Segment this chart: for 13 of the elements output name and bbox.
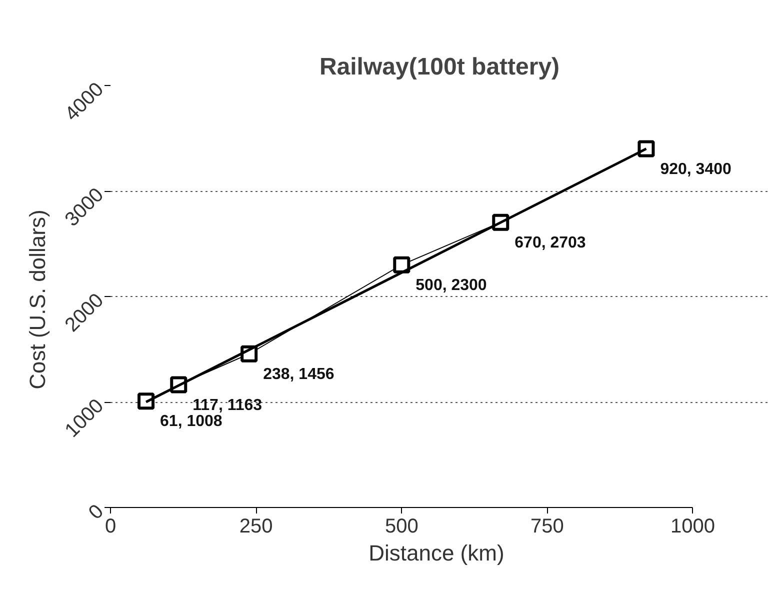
- data-label: 920, 3400: [660, 160, 732, 178]
- chart-title: Railway(100t battery): [319, 54, 560, 80]
- y-axis-title: Cost (U.S. dollars): [25, 210, 50, 390]
- x-tick-label: 500: [384, 516, 418, 538]
- data-label: 670, 2703: [514, 234, 586, 252]
- x-tick-label: 250: [239, 516, 273, 538]
- x-tick-label: 750: [530, 516, 564, 538]
- x-axis-title: Distance (km): [368, 540, 504, 566]
- data-label: 117, 1163: [192, 396, 262, 414]
- data-label: 500, 2300: [416, 276, 487, 294]
- data-label: 238, 1456: [263, 366, 334, 383]
- x-tick-label: 1000: [670, 516, 716, 538]
- data-label: 61, 1008: [160, 413, 222, 430]
